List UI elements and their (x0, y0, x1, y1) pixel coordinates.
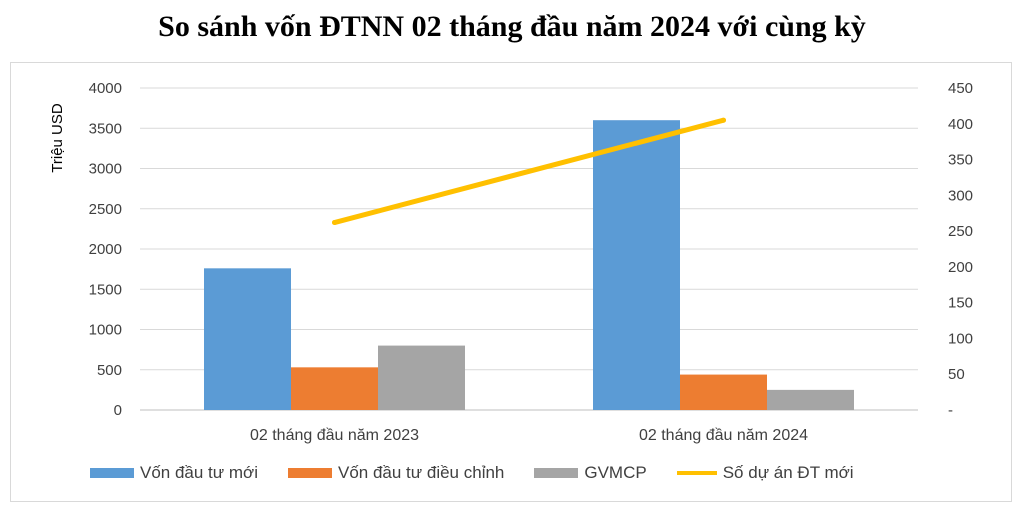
legend-item: Số dự án ĐT mới (676, 463, 854, 483)
chart-frame (10, 62, 1012, 502)
y-tick-label: 2500 (89, 201, 122, 218)
legend-swatch (90, 468, 134, 478)
bar (204, 268, 291, 410)
y2-tick-label: - (948, 402, 953, 419)
y-tick-label: 2000 (89, 241, 122, 258)
y2-tick-label: 450 (948, 80, 973, 97)
series-line (332, 117, 726, 226)
y-tick-label: 3500 (89, 120, 122, 137)
y2-tick-label: 150 (948, 295, 973, 312)
x-tick-label: 02 tháng đầu năm 2023 (250, 427, 419, 444)
y-tick-label: 1500 (89, 281, 122, 298)
line-point (721, 117, 726, 123)
y2-tick-label: 200 (948, 259, 973, 276)
legend-swatch (287, 468, 332, 478)
y2-tick-label: 50 (948, 366, 965, 383)
y2-tick-label: 100 (948, 330, 973, 347)
y2-tick-label: 250 (948, 223, 973, 240)
y2-tick-label: 300 (948, 187, 973, 204)
y-tick-label: 1000 (89, 322, 122, 339)
legend-item: GVMCP (534, 463, 647, 483)
legend-label: Vốn đầu tư mới (140, 463, 258, 482)
y-tick-label: 500 (97, 362, 122, 379)
y2-tick-label: 400 (948, 116, 973, 133)
bar (593, 120, 680, 410)
bar (291, 367, 378, 410)
y-tick-label: 4000 (89, 80, 122, 97)
legend-item: Vốn đầu tư mới (90, 463, 258, 483)
legend-label: Vốn đầu tư điều chỉnh (337, 463, 505, 482)
line-point (332, 220, 337, 226)
legend-label: Số dự án ĐT mới (722, 463, 854, 482)
y2-tick-label: 350 (948, 152, 973, 169)
x-tick-label: 02 tháng đầu năm 2024 (639, 427, 808, 444)
chart-title: So sánh vốn ĐTNN 02 tháng đầu năm 2024 v… (158, 10, 866, 43)
y-tick-label: 3000 (89, 161, 122, 178)
legend-item: Vốn đầu tư điều chỉnh (287, 463, 505, 483)
legend-line-swatch (676, 471, 717, 475)
legend-label: GVMCP (584, 463, 647, 482)
legend-swatch (534, 468, 579, 478)
bar (767, 389, 854, 410)
y-tick-label: 0 (114, 402, 122, 419)
bar (680, 374, 767, 410)
bar (378, 345, 465, 410)
y-axis-label: Triệu USD (49, 103, 66, 173)
legend: Vốn đầu tư mới Vốn đầu tư điều chỉnh GVMCP… (90, 458, 884, 488)
